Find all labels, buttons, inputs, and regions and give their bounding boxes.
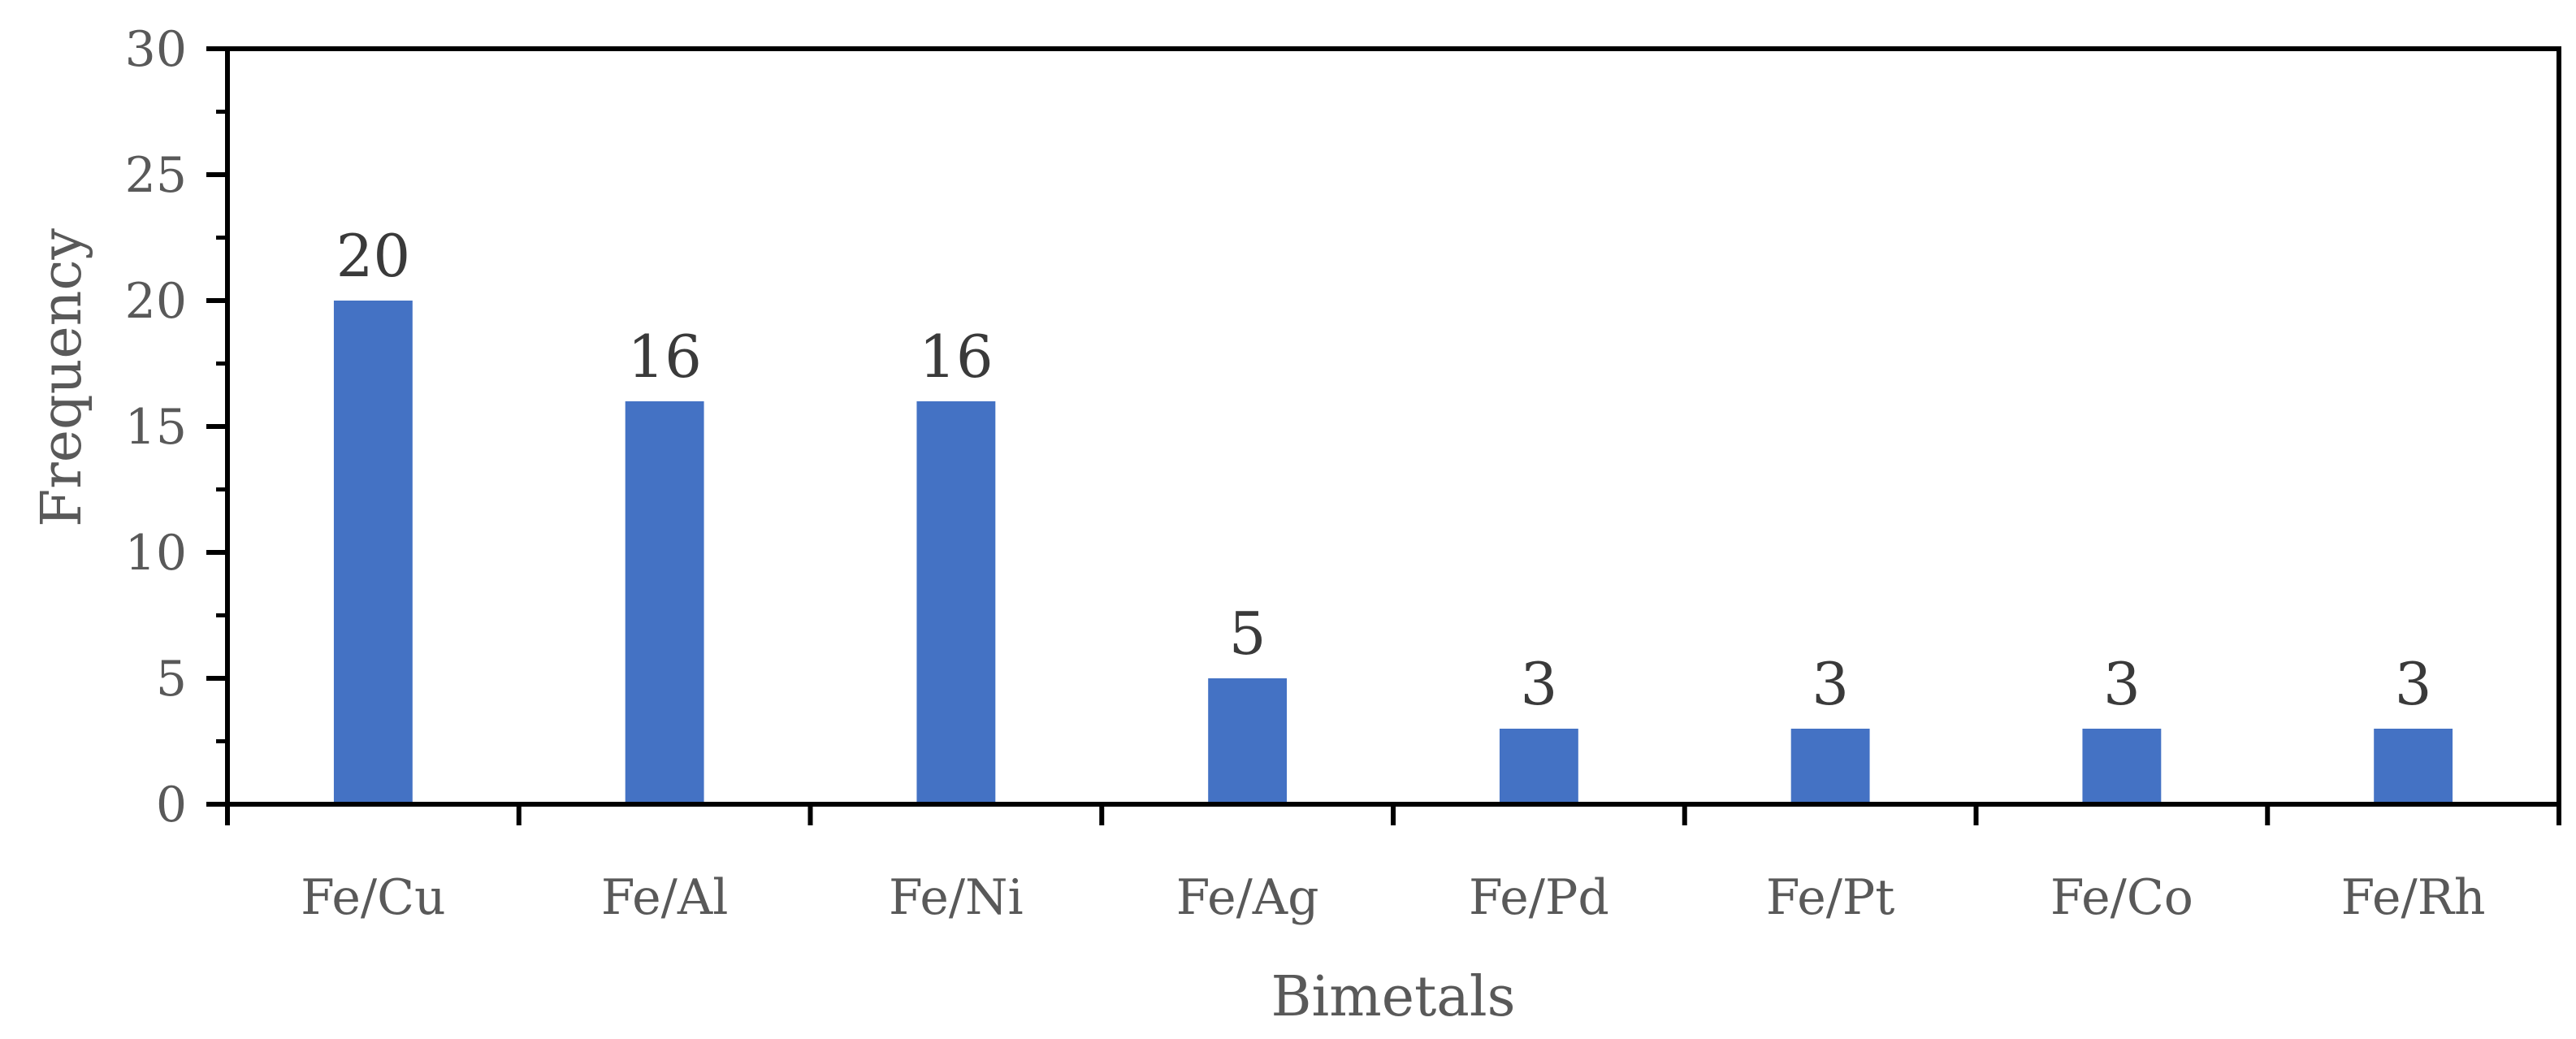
x-tick-label: Fe/Al <box>601 869 729 926</box>
y-tick-label: 10 <box>125 525 187 582</box>
bar-fe-rh <box>2374 729 2453 804</box>
y-axis-title: Frequency <box>30 228 94 527</box>
x-tick-label: Fe/Co <box>2050 869 2193 926</box>
x-tick-label: Fe/Rh <box>2341 869 2486 926</box>
y-tick-label: 5 <box>156 651 187 708</box>
bar-fe-al <box>625 401 704 804</box>
x-axis-tick-labels: Fe/Cu Fe/Al Fe/Ni Fe/Ag Fe/Pd Fe/Pt Fe/Co Fe/Rh <box>301 869 2486 926</box>
bar-fe-ni <box>916 401 996 804</box>
x-tick-label: Fe/Pd <box>1469 869 1609 926</box>
data-label: 3 <box>2395 650 2432 718</box>
x-tick-label: Fe/Pt <box>1766 869 1895 926</box>
x-tick-label: Fe/Ni <box>889 869 1024 926</box>
y-tick-label: 0 <box>156 777 187 833</box>
bars-group <box>333 301 2453 804</box>
x-axis-ticks <box>225 804 2561 825</box>
data-label: 20 <box>336 222 411 290</box>
data-label: 5 <box>1229 600 1266 668</box>
y-axis-ticks <box>206 46 227 807</box>
y-tick-label: 20 <box>125 273 187 330</box>
data-labels-group: 20 16 16 5 3 3 3 3 <box>336 222 2432 718</box>
bar-fe-pt <box>1790 729 1870 804</box>
y-tick-label: 30 <box>125 21 187 78</box>
y-tick-label: 25 <box>125 147 187 204</box>
y-axis-tick-labels: 0 5 10 15 20 25 30 <box>125 21 187 833</box>
x-tick-label: Fe/Ag <box>1176 869 1319 926</box>
bar-fe-ag <box>1208 678 1288 804</box>
data-label: 3 <box>1520 650 1557 718</box>
data-label: 3 <box>2103 650 2141 718</box>
data-label: 3 <box>1812 650 1849 718</box>
x-tick-label: Fe/Cu <box>301 869 446 926</box>
bar-fe-cu <box>333 301 413 804</box>
data-label: 16 <box>919 323 994 391</box>
bar-fe-pd <box>1499 729 1578 804</box>
bar-fe-co <box>2082 729 2162 804</box>
x-axis-title: Bimetals <box>1271 965 1516 1029</box>
data-label: 16 <box>627 323 702 391</box>
y-tick-label: 15 <box>125 399 187 456</box>
